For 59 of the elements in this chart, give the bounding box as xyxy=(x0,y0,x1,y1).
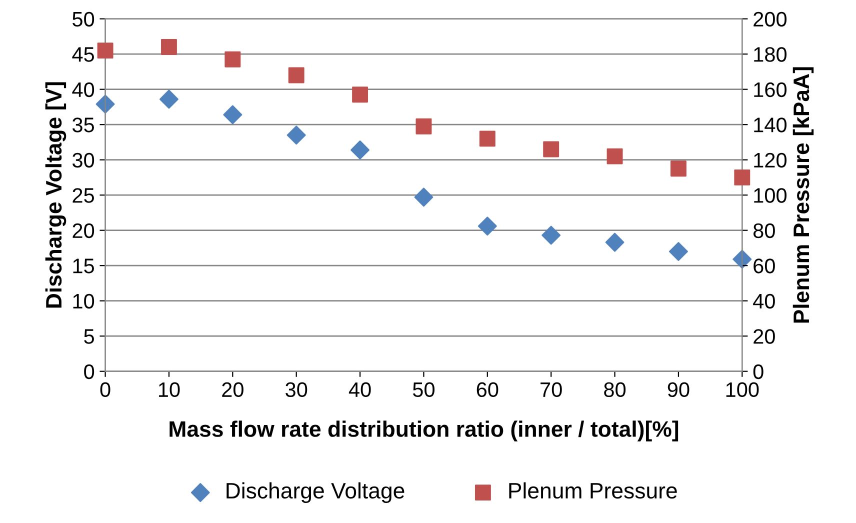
point xyxy=(352,86,368,103)
x-tick-label: 100 xyxy=(726,382,759,398)
x-tick-label: 60 xyxy=(476,382,498,398)
point xyxy=(605,232,624,252)
point xyxy=(286,126,306,145)
point xyxy=(223,105,242,124)
legend-label: Plenum Pressure xyxy=(509,482,677,499)
y2-tick-label: 20 xyxy=(754,329,775,344)
y2-tick-label: 180 xyxy=(754,47,787,62)
y-axis-title: Discharge Voltage [V] xyxy=(45,82,66,308)
y-tick-label: 35 xyxy=(72,118,94,132)
point xyxy=(224,51,241,68)
y-tick-label: 5 xyxy=(84,329,94,344)
y2-tick-label: 60 xyxy=(754,258,775,274)
legend-label: Discharge Voltage xyxy=(226,482,404,503)
point xyxy=(478,216,497,236)
x-tick-label: 20 xyxy=(222,382,244,398)
x-tick-label: 10 xyxy=(158,382,180,398)
y-tick-label: 0 xyxy=(84,364,94,380)
point xyxy=(668,242,688,261)
y-tick-label: 45 xyxy=(72,47,94,62)
y-tick-label: 50 xyxy=(72,12,94,27)
y2-tick-label: 200 xyxy=(754,12,787,27)
point xyxy=(732,250,752,269)
y2-tick-label: 40 xyxy=(753,294,775,309)
point xyxy=(543,141,560,158)
y-tick-label: 20 xyxy=(72,223,94,238)
x-tick-label: 40 xyxy=(348,382,371,398)
point xyxy=(97,42,114,59)
y-tick-label: 15 xyxy=(73,258,94,274)
point xyxy=(288,67,304,84)
x-tick-label: 0 xyxy=(100,382,110,398)
y2-tick-label: 100 xyxy=(754,188,787,203)
y2-tick-label: 140 xyxy=(754,118,787,132)
y2-axis-title: Plenum Pressure [kPaA] xyxy=(792,67,814,323)
point xyxy=(350,140,370,160)
point xyxy=(479,130,496,147)
y2-tick-label: 160 xyxy=(754,82,787,98)
x-tick-label: 70 xyxy=(540,382,562,398)
y2-tick-label: 80 xyxy=(753,223,775,238)
y2-tick-label: 0 xyxy=(753,364,764,380)
x-tick-label: 50 xyxy=(412,382,434,398)
point xyxy=(159,90,178,109)
y-tick-label: 30 xyxy=(72,152,94,168)
x-tick-label: 90 xyxy=(668,382,690,398)
x-axis-title: Mass flow rate distribution ratio (inner / total)[%] xyxy=(170,420,678,442)
point xyxy=(414,188,434,207)
y-tick-label: 25 xyxy=(72,188,94,203)
point xyxy=(734,169,750,186)
y-tick-label: 10 xyxy=(73,294,94,309)
point xyxy=(670,160,686,177)
x-tick-label: 30 xyxy=(286,382,308,398)
point xyxy=(416,118,432,134)
y-tick-label: 40 xyxy=(72,82,94,98)
point xyxy=(160,39,177,56)
y2-tick-label: 120 xyxy=(754,152,787,168)
point xyxy=(606,148,623,164)
x-tick-label: 80 xyxy=(604,382,626,398)
point xyxy=(542,226,561,245)
